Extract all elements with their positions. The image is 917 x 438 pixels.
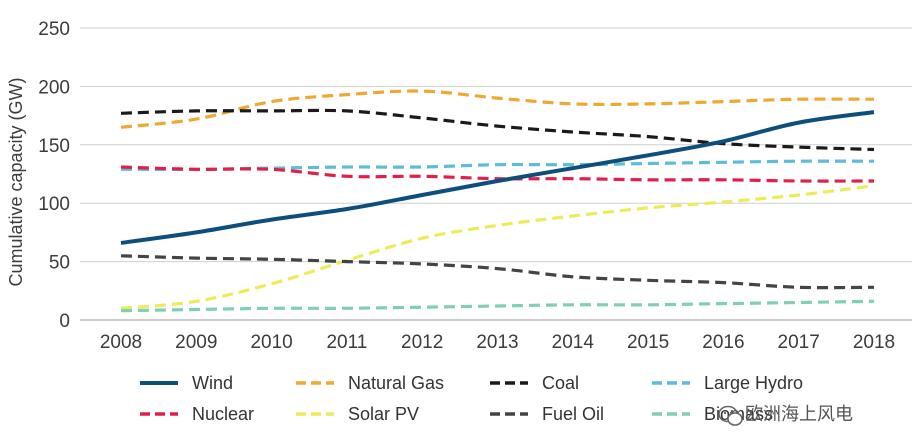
y-tick-label: 0 bbox=[59, 311, 70, 332]
series-line-large-hydro bbox=[120, 159, 875, 171]
legend-item-nuclear: Nuclear bbox=[140, 404, 254, 424]
series-lines bbox=[120, 89, 875, 313]
x-tick-label: 2009 bbox=[175, 332, 217, 353]
y-tick-label: 200 bbox=[38, 77, 70, 98]
legend-label: Coal bbox=[542, 373, 579, 393]
legend-item-coal: Coal bbox=[490, 373, 579, 393]
legend-item-natural-gas: Natural Gas bbox=[296, 373, 444, 393]
legend: Wind Natural Gas Coal Large Hydro Nuclear Sol… bbox=[140, 373, 803, 424]
y-axis-ticks: 0 50 100 150 200 250 bbox=[38, 19, 70, 332]
legend-label: Nuclear bbox=[192, 404, 254, 424]
y-tick-label: 100 bbox=[38, 194, 70, 215]
y-axis-title: Cumulative capacity (GW) bbox=[6, 77, 26, 286]
series-line-fuel-oil bbox=[120, 254, 875, 290]
x-tick-label: 2017 bbox=[778, 332, 820, 353]
series-line-solar-pv bbox=[120, 184, 875, 310]
x-axis-ticks: 2008 2009 2010 2011 2012 2013 2014 2015 2016 2017… bbox=[100, 332, 895, 353]
legend-label: Solar PV bbox=[348, 404, 419, 424]
x-tick-label: 2011 bbox=[326, 332, 367, 353]
wechat-icon bbox=[718, 405, 743, 426]
series-line-biomass bbox=[120, 299, 875, 313]
x-tick-label: 2014 bbox=[552, 332, 595, 353]
x-tick-label: 2015 bbox=[627, 332, 669, 353]
x-tick-label: 2010 bbox=[250, 332, 292, 353]
series-line-coal bbox=[120, 108, 875, 152]
series-line-natural-gas bbox=[120, 89, 875, 129]
legend-item-fuel-oil: Fuel Oil bbox=[490, 404, 604, 424]
legend-item-solar-pv: Solar PV bbox=[296, 404, 419, 424]
x-tick-label: 2012 bbox=[401, 332, 443, 353]
legend-label: Large Hydro bbox=[704, 373, 803, 393]
series-line-wind bbox=[120, 110, 875, 245]
x-tick-label: 2018 bbox=[853, 332, 895, 353]
x-tick-label: 2008 bbox=[100, 332, 142, 353]
gridlines bbox=[80, 27, 912, 321]
series-line-nuclear bbox=[120, 165, 875, 183]
x-tick-label: 2013 bbox=[476, 332, 518, 353]
legend-item-wind: Wind bbox=[140, 373, 233, 393]
legend-label: Wind bbox=[192, 373, 233, 393]
y-tick-label: 50 bbox=[49, 253, 70, 274]
legend-item-large-hydro: Large Hydro bbox=[652, 373, 803, 393]
y-tick-label: 150 bbox=[38, 136, 70, 157]
y-tick-label: 250 bbox=[38, 19, 70, 40]
watermark-text: 欧洲海上风电 bbox=[745, 404, 853, 425]
legend-label: Fuel Oil bbox=[542, 404, 604, 424]
watermark: 欧洲海上风电 bbox=[718, 404, 853, 426]
legend-label: Natural Gas bbox=[348, 373, 444, 393]
x-tick-label: 2016 bbox=[702, 332, 744, 353]
